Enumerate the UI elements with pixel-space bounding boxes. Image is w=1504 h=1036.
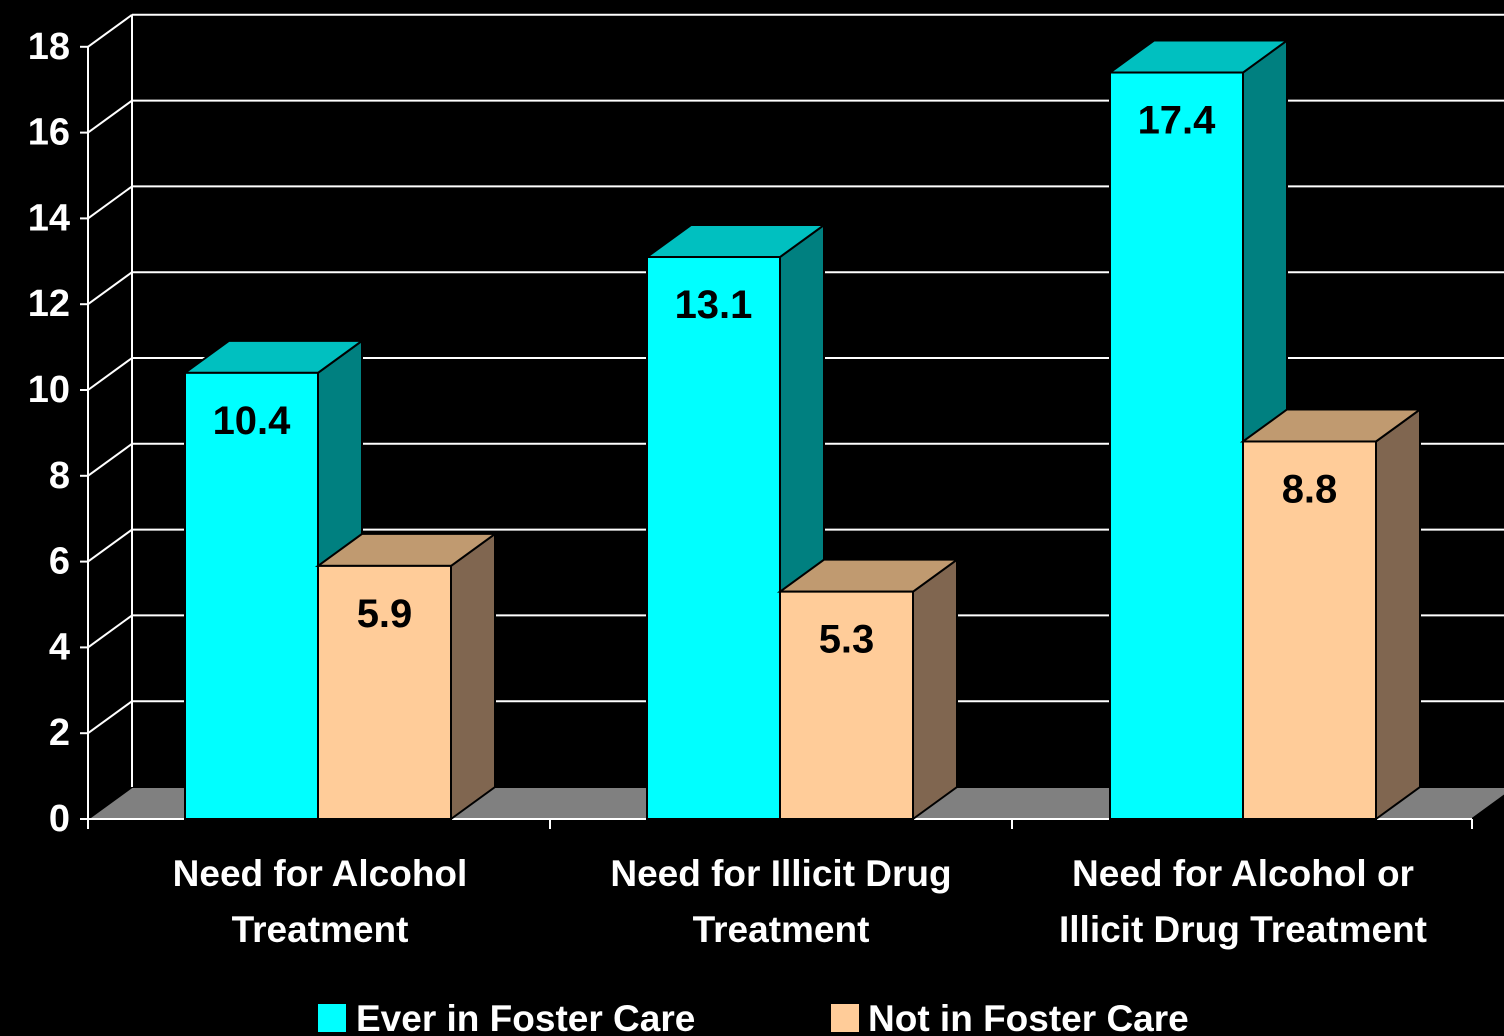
- y-axis: 0 2 4 6 8 10 12 14 16 18: [28, 26, 89, 840]
- data-label: 5.9: [357, 592, 413, 636]
- bar-side: [912, 557, 958, 821]
- legend-label: Ever in Foster Care: [356, 998, 695, 1036]
- x-category-label-line: Need for Illicit Drug: [610, 853, 951, 894]
- y-tick-label: 10: [28, 369, 70, 411]
- data-label: 8.8: [1282, 467, 1338, 511]
- side-gridline: [87, 99, 133, 134]
- bar: [1242, 440, 1377, 820]
- bar-3d: 5.3: [776, 557, 961, 821]
- x-category-label-line: Treatment: [232, 909, 409, 950]
- x-category-label-line: Need for Alcohol or: [1072, 853, 1414, 894]
- x-category-label-line: Need for Alcohol: [173, 853, 468, 894]
- bar: [184, 371, 319, 820]
- side-gridline: [87, 442, 133, 477]
- x-category-label-line: Illicit Drug Treatment: [1059, 909, 1427, 950]
- bar-side: [450, 531, 496, 821]
- data-label: 10.4: [213, 399, 292, 443]
- side-gridline: [87, 271, 133, 306]
- y-tick-label: 4: [49, 626, 70, 668]
- side-gridline: [87, 357, 133, 391]
- y-tick-label: 18: [28, 26, 70, 68]
- side-gridline: [87, 614, 133, 649]
- bar-3d: 8.8: [1239, 407, 1424, 821]
- side-gridline: [87, 528, 133, 563]
- data-label: 17.4: [1138, 99, 1217, 143]
- legend-swatch: [829, 1002, 861, 1034]
- bar-side: [1375, 407, 1421, 821]
- y-tick-label: 6: [49, 541, 70, 583]
- y-tick-label: 12: [28, 283, 70, 325]
- x-category-label: Need for Alcohol Treatment: [173, 853, 468, 950]
- x-category-label: Need for Illicit Drug Treatment: [610, 853, 951, 950]
- x-category-label: Need for Alcohol or Illicit Drug Treatmen…: [1059, 853, 1427, 950]
- x-category-label-line: Treatment: [693, 909, 870, 950]
- legend-label: Not in Foster Care: [868, 998, 1189, 1036]
- data-label: 13.1: [675, 283, 753, 327]
- y-tick-label: 14: [28, 197, 70, 239]
- side-gridline: [87, 13, 133, 48]
- bar-3d: 5.9: [314, 531, 499, 821]
- bars: 10.4 5.9 13.1 5.3 17.4 8.8: [181, 38, 1424, 821]
- bar: [779, 590, 914, 820]
- data-label: 5.3: [819, 618, 875, 662]
- side-gridline: [87, 700, 133, 735]
- bar: [1109, 71, 1244, 821]
- legend-swatch: [316, 1002, 348, 1034]
- y-tick-label: 8: [49, 455, 70, 497]
- bar: [317, 564, 452, 821]
- bar: [646, 256, 781, 820]
- y-tick-label: 16: [28, 112, 70, 154]
- y-tick-label: 0: [49, 798, 70, 840]
- y-tick-label: 2: [49, 712, 70, 754]
- side-gridline: [87, 185, 133, 220]
- legend: Ever in Foster Care Not in Foster Care: [316, 998, 1189, 1036]
